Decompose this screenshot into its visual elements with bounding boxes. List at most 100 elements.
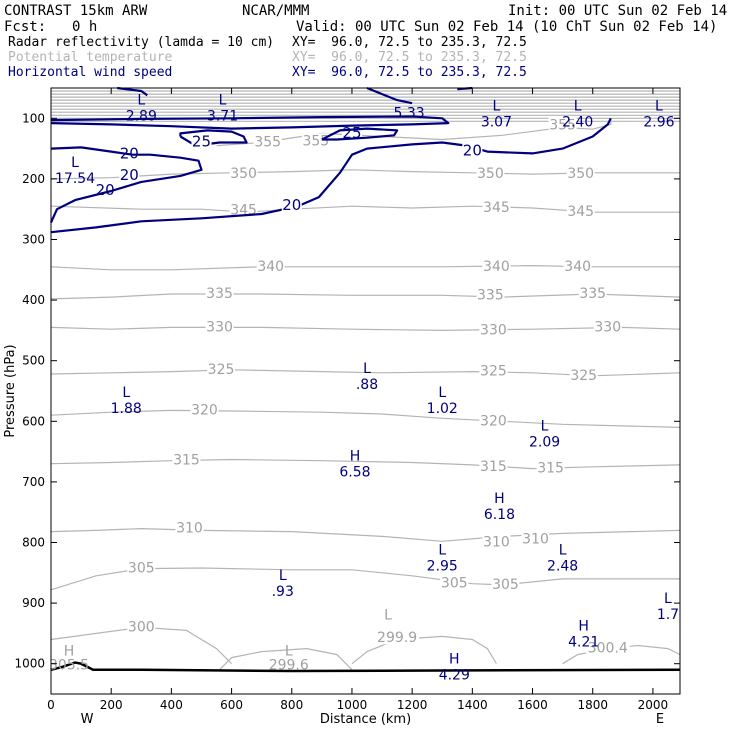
extremum-letter: L — [219, 92, 227, 108]
extremum-value: 2.09 — [529, 434, 560, 450]
extremum-value: 5.33 — [394, 105, 425, 121]
theta-contour-label: 345 — [567, 204, 594, 220]
theta-contour-325 — [50, 369, 681, 377]
theta-contour-345 — [50, 205, 680, 213]
theta-contour-label: 335 — [579, 286, 606, 302]
theta-contour-label: 330 — [480, 322, 507, 338]
theta-contour-350 — [50, 169, 680, 180]
wind-contour-label-bg — [462, 143, 483, 158]
theta-contour-300 — [50, 626, 233, 665]
theta-contour-label: 325 — [208, 362, 235, 378]
theta-contour-label: 305 — [441, 576, 468, 592]
extremum-letter: L — [559, 543, 567, 559]
wind-contour-label: 20 — [282, 196, 301, 214]
theta-contour-330 — [50, 326, 681, 332]
theta-contour-label: 305 — [492, 577, 519, 593]
theta-contour-label: 350 — [567, 166, 594, 182]
theta-contour-label-bg — [375, 630, 420, 645]
theta-contour-label: 315 — [480, 459, 507, 475]
extremum-letter: L — [541, 418, 549, 434]
theta-contour-label: 299.9 — [377, 630, 417, 646]
plot-frame — [50, 87, 681, 695]
x-tick-label: 1000 — [337, 698, 368, 712]
y-tick-label: 400 — [22, 293, 45, 307]
theta-contour-label-bg — [127, 619, 156, 634]
field-name-theta: Potential temperature — [8, 50, 173, 65]
theta-contour-label-bg — [253, 134, 282, 149]
theta-contour-label-bg — [536, 460, 565, 475]
extremum-value-theta: 299.6 — [269, 658, 309, 674]
wind-contour-label: 20 — [120, 166, 139, 184]
extremum-letter: L — [664, 591, 672, 607]
y-tick-label: 200 — [22, 172, 45, 186]
extremum-value: 1.88 — [111, 401, 142, 417]
west-endpoint-label: W — [81, 712, 94, 727]
theta-contour-label: 350 — [230, 166, 257, 182]
x-tick-label: 200 — [100, 698, 123, 712]
x-tick-label: 1800 — [577, 698, 608, 712]
theta-contour-label: 300 — [128, 619, 155, 635]
wind-contour-25 — [321, 127, 399, 141]
center-label: NCAR/MMM — [242, 3, 310, 19]
theta-contour-label-bg — [566, 204, 595, 219]
field-xy-wind: XY= 96.0, 72.5 to 235.3, 72.5 — [292, 65, 527, 80]
extremum-letter: L — [122, 385, 130, 401]
extremum-value: 2.95 — [427, 559, 458, 575]
extremum-value: 4.21 — [568, 634, 599, 650]
theta-contour-label: 330 — [594, 319, 621, 335]
extremum-value: 17.54 — [55, 171, 95, 187]
extremum-value: 6.18 — [484, 507, 515, 523]
y-tick-label: 1000 — [14, 657, 45, 671]
theta-contour-label-bg — [479, 322, 508, 337]
theta-contour-label-bg — [207, 361, 236, 376]
extremum-letter: L — [137, 92, 145, 108]
theta-contour-label-bg — [479, 458, 508, 473]
theta-contour-label-bg — [585, 640, 630, 655]
east-endpoint-label: E — [656, 712, 664, 727]
theta-contour-label-bg — [175, 520, 204, 535]
y-tick-label: 100 — [22, 111, 45, 125]
extremum-letter: L — [71, 155, 79, 171]
theta-contour-label: 340 — [257, 259, 284, 275]
wind-contour-label: 20 — [463, 142, 482, 160]
extremum-value: 3.07 — [481, 114, 512, 130]
theta-contour-label: 300.4 — [588, 641, 628, 657]
y-tick-label: 300 — [22, 233, 45, 247]
wind-contour — [50, 115, 450, 130]
extremum-letter-theta: L — [285, 644, 293, 660]
theta-contour-label-bg — [482, 258, 511, 273]
extremum-value: 4.29 — [439, 668, 470, 684]
extremum-letter: L — [655, 98, 663, 114]
extremum-letter: L — [574, 98, 582, 114]
valid-time: Valid: 00 UTC Sun 02 Feb 14 (10 ChT Sun … — [296, 19, 718, 35]
x-axis-label: Distance (km) — [320, 712, 411, 727]
theta-contour-335 — [50, 293, 681, 300]
theta-contour-label-bg — [440, 575, 469, 590]
extremum-value: 3.71 — [207, 108, 238, 124]
extremum-letter-theta: L — [384, 607, 392, 623]
theta-contour-label-bg — [301, 133, 330, 148]
theta-contour-label: 355 — [549, 118, 576, 134]
theta-contour-label-bg — [566, 166, 595, 181]
theta-contour-320 — [50, 409, 681, 428]
extremum-value: .88 — [356, 377, 378, 393]
theta-contour-label: 335 — [206, 286, 233, 302]
theta-contour-label: 325 — [570, 368, 597, 384]
theta-contour-label: 305 — [128, 561, 155, 577]
extremum-letter: L — [493, 98, 501, 114]
theta-contour-label: 320 — [480, 413, 507, 429]
wind-contour-20 — [50, 117, 612, 234]
extremum-value: 1.02 — [427, 401, 458, 417]
field-name-wind: Horizontal wind speed — [8, 65, 173, 80]
extremum-letter: L — [279, 568, 287, 584]
theta-contour-355 — [216, 118, 612, 147]
extremum-value: 6.58 — [339, 465, 370, 481]
theta-contour-label: 310 — [176, 521, 203, 537]
theta-contour-label-bg — [476, 287, 505, 302]
field-xy-theta: XY= 96.0, 72.5 to 235.3, 72.5 — [292, 50, 527, 65]
theta-contour-label-bg — [205, 286, 234, 301]
theta-contour-label-bg — [482, 534, 511, 549]
theta-contour-299.9 — [351, 635, 497, 665]
